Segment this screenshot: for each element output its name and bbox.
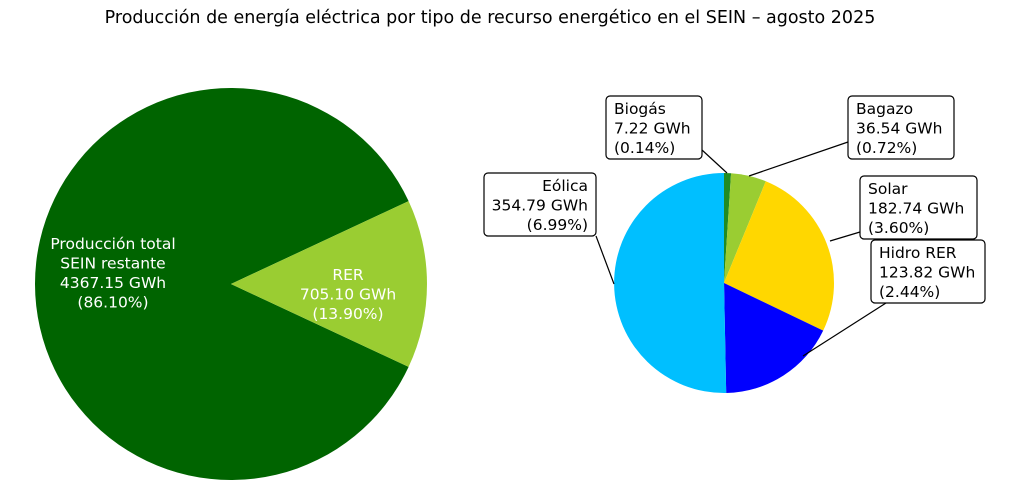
slice-label-produccion-total: Producción total SEIN restante 4367.15 GWh… — [50, 235, 175, 312]
pie-slice-solar — [724, 181, 835, 331]
callout-label-hidro-rer: Hidro RER 123.82 GWh (2.44%) — [879, 244, 975, 301]
callout-label-solar: Solar 182.74 GWh (3.60%) — [868, 180, 964, 237]
callout-box-solar — [859, 175, 978, 240]
callout-leader-solar — [829, 231, 861, 242]
callout-box-eolica — [483, 172, 597, 237]
pie-slice-produccion-total — [34, 88, 409, 481]
callout-box-bagazo — [847, 95, 955, 160]
callout-label-bagazo: Bagazo 36.54 GWh (0.72%) — [856, 100, 942, 157]
callout-label-biogas: Biogás 7.22 GWh (0.14%) — [614, 100, 691, 157]
pie-slice-rer — [231, 201, 427, 367]
callout-box-hidro-rer — [870, 239, 986, 304]
pie-slice-eolica — [614, 173, 727, 393]
slice-label-rer: RER 705.10 GWh (13.90%) — [300, 266, 396, 323]
callout-leader-biogas — [701, 149, 728, 174]
pie-slice-hidro-rer — [724, 283, 824, 393]
rer-breakdown-pie — [614, 173, 835, 393]
callout-label-eolica: Eólica 354.79 GWh (6.99%) — [492, 177, 588, 234]
callout-leader-bagazo — [748, 141, 849, 177]
callout-box-biogas — [605, 95, 703, 160]
pie-slice-biogas — [724, 173, 732, 283]
main-pie: Producción total SEIN restante 4367.15 GWh… — [34, 88, 427, 481]
callout-leader-hidro-rer — [802, 302, 887, 357]
chart-title: Producción de energía eléctrica por tipo… — [105, 8, 876, 28]
callout-leader-eolica — [595, 235, 615, 285]
rer-callouts: Biogás 7.22 GWh (0.14%) Bagazo 36.54 GWh (0.7… — [483, 95, 986, 357]
pie-slice-bagazo — [724, 173, 766, 283]
